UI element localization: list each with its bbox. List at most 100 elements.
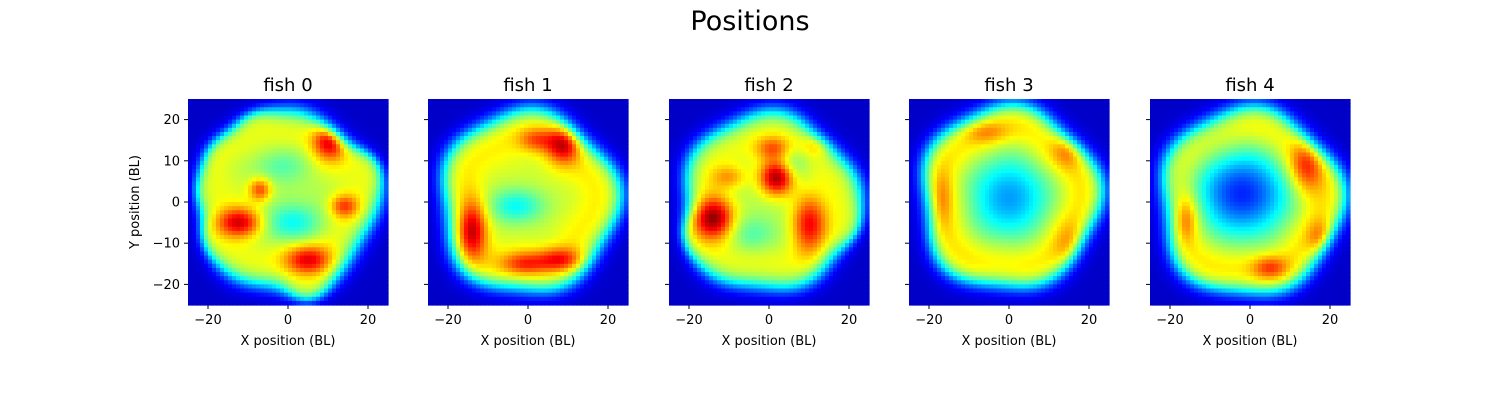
heatmap-cell [368, 111, 373, 117]
heatmap-cell [476, 300, 481, 306]
heatmap-cell [288, 177, 293, 182]
heatmap-cell [600, 103, 605, 108]
heatmap-cell [304, 280, 309, 285]
heatmap-cell [312, 123, 317, 129]
heatmap-cell [384, 251, 389, 257]
heatmap-cell [452, 288, 457, 294]
heatmap-cell [504, 263, 509, 269]
heatmap-cell [280, 234, 285, 240]
heatmap-cell [188, 127, 193, 133]
heatmap-cell [564, 152, 569, 158]
heatmap-cell [252, 288, 257, 294]
heatmap-cell [552, 169, 557, 174]
heatmap-cell [240, 259, 245, 265]
heatmap-cell [572, 280, 577, 285]
heatmap-cell [468, 300, 473, 306]
heatmap-cell [256, 226, 261, 232]
heatmap-cell [272, 292, 277, 298]
heatmap-cell [332, 206, 337, 211]
heatmap-cell [236, 202, 241, 207]
heatmap-cell [228, 131, 233, 137]
heatmap-cell [564, 156, 569, 162]
heatmap-cell [504, 284, 509, 290]
heatmap-cell [556, 127, 561, 133]
heatmap-cell [528, 193, 533, 199]
heatmap-cell [204, 152, 209, 158]
heatmap-cell [372, 272, 377, 277]
heatmap-cell [268, 144, 273, 150]
heatmap-cell [212, 263, 217, 269]
heatmap-cell [572, 267, 577, 273]
heatmap-cell [312, 259, 317, 265]
heatmap-cell [432, 296, 437, 302]
heatmap-cell [468, 276, 473, 281]
heatmap-cell [344, 276, 349, 281]
heatmap-cell [324, 214, 329, 220]
heatmap-cell [300, 267, 305, 273]
y-tick-label: −20 [153, 278, 180, 293]
heatmap-cell [488, 202, 493, 207]
heatmap-cell [524, 181, 529, 187]
heatmap-cell [244, 181, 249, 187]
heatmap-cell [284, 239, 289, 244]
heatmap-cell [532, 140, 537, 145]
x-tick-label: 0 [284, 313, 292, 328]
heatmap-cell [496, 296, 501, 302]
heatmap-cell [380, 156, 385, 162]
heatmap-cell [468, 284, 473, 290]
heatmap-cell [604, 276, 609, 281]
heatmap-cell [608, 185, 613, 191]
heatmap-cell [500, 292, 505, 298]
heatmap-cell [448, 206, 453, 211]
heatmap-cell [348, 272, 353, 277]
heatmap-cell [512, 276, 517, 281]
heatmap-cell [212, 247, 217, 253]
heatmap-cell [260, 152, 265, 158]
heatmap-cell [620, 247, 625, 253]
heatmap-cell [488, 131, 493, 137]
heatmap-cell [452, 247, 457, 253]
heatmap-cell [304, 218, 309, 224]
heatmap-cell [296, 107, 301, 112]
heatmap-cell [288, 119, 293, 125]
heatmap-cell [284, 230, 289, 236]
heatmap-cell [324, 119, 329, 125]
heatmap-cell [436, 156, 441, 162]
heatmap-cell [212, 103, 217, 108]
heatmap-cell [528, 226, 533, 232]
heatmap-cell [468, 111, 473, 117]
heatmap-cell [568, 177, 573, 182]
heatmap-cell [244, 288, 249, 294]
heatmap-cell [612, 144, 617, 150]
heatmap-cell [240, 280, 245, 285]
heatmap-cell [336, 181, 341, 187]
heatmap-cell [228, 123, 233, 129]
heatmap-cell [260, 280, 265, 285]
heatmap-cell [592, 226, 597, 232]
heatmap-cell [456, 222, 461, 228]
heatmap-cell [584, 127, 589, 133]
heatmap-cell [376, 189, 381, 195]
heatmap-cell [580, 222, 585, 228]
heatmap-cell [196, 119, 201, 125]
heatmap-cell [440, 222, 445, 228]
heatmap-cell [232, 111, 237, 117]
heatmap-cell [284, 119, 289, 125]
heatmap-cell [340, 292, 345, 298]
heatmap-cell [572, 288, 577, 294]
heatmap-cell [196, 267, 201, 273]
heatmap-cell [584, 222, 589, 228]
heatmap-cell [492, 148, 497, 154]
heatmap-cell [568, 267, 573, 273]
heatmap-cell [528, 164, 533, 170]
heatmap-cell [576, 296, 581, 302]
heatmap-cell [524, 107, 529, 112]
heatmap-cell [496, 276, 501, 281]
heatmap-cell [296, 255, 301, 261]
heatmap-cell [596, 156, 601, 162]
heatmap-cell [456, 136, 461, 141]
heatmap-cell [248, 259, 253, 265]
heatmap-cell [316, 177, 321, 182]
heatmap-cell [304, 177, 309, 182]
heatmap-cell [464, 251, 469, 257]
